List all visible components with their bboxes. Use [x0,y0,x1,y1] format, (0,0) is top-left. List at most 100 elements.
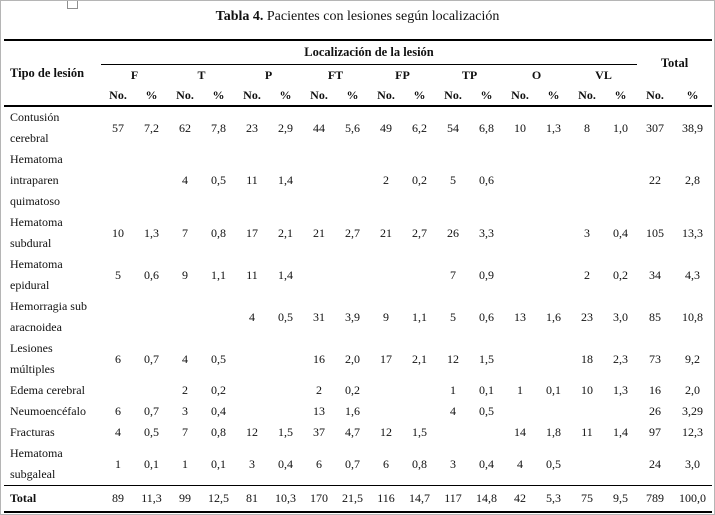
table-row: Hematoma intraparen quimatoso 4 0,5 11 1,4 2… [4,149,712,212]
value-cell: 2,7 [412,225,427,240]
value-cell: 7,2 [144,120,159,135]
value-cell [336,254,369,296]
value-cell: 6 [383,456,389,471]
value-cell [369,380,403,401]
header-tipo-de-lesion: Tipo de lesión [10,65,85,80]
header-total: Total [660,55,689,70]
lesion-type-cell: Edema cerebral [10,383,85,397]
value-cell: 0,5 [479,404,494,418]
value-cell: 2,7 [345,225,360,240]
value-cell: 42 [514,491,526,505]
lesions-table: Tipo de lesión Localización de la lesión… [4,39,713,513]
value-cell [537,212,570,254]
table-row: Contusión cerebral 57 7,2 62 7,8 23 2,9 44 5,6 4… [4,106,712,149]
value-cell: 62 [179,120,191,135]
value-cell: 0,5 [278,309,293,324]
value-cell: 2,8 [685,173,701,187]
subheader-total-pct: % [686,87,699,102]
value-cell: 0,1 [479,383,494,397]
value-cell: 21 [380,225,392,240]
value-cell: 18 [581,351,593,366]
value-cell: 6 [316,456,322,471]
value-cell: 16 [649,383,662,397]
value-cell: 12 [447,351,459,366]
value-cell: 0,7 [345,456,360,471]
value-cell: 0,2 [613,267,628,282]
value-cell: 2,3 [613,351,628,366]
value-cell: 22 [649,173,662,187]
value-cell [135,149,168,212]
value-cell: 1,4 [613,425,628,439]
value-cell: 12 [380,425,392,439]
value-cell: 10,3 [275,491,296,505]
group-header-f: F [130,67,139,82]
value-cell: 0,4 [278,456,293,471]
table-row: Total 89 11,3 99 12,5 81 10,3 170 21,5 116 14,7 11… [4,485,713,513]
value-cell: 44 [313,120,325,135]
table-row: Edema cerebral 2 0,2 2 0,2 1 0,1 1 0,1 10 1,3 16 2,… [4,380,712,401]
group-header-o: O [531,67,542,82]
value-cell: 5,6 [345,120,360,135]
value-cell: 7 [450,267,456,282]
value-cell: 73 [649,351,662,366]
value-cell: 4,3 [685,267,701,282]
value-cell [503,254,537,296]
value-cell: 1,5 [412,425,427,439]
value-cell [101,149,135,212]
value-cell: 5,3 [546,491,561,505]
table-select-checkbox[interactable] [67,1,78,9]
lesion-type-cell: Hematoma subdural [10,215,63,250]
value-cell: 170 [310,491,328,505]
value-cell: 3,0 [685,456,701,471]
value-cell [604,401,637,422]
value-cell: 0,5 [211,173,226,187]
value-cell: 0,6 [479,309,494,324]
value-cell: 0,5 [144,425,159,439]
value-cell: 12,3 [682,425,704,439]
value-cell: 14,8 [476,491,497,505]
value-cell: 34 [649,267,662,282]
value-cell [570,149,604,212]
value-cell: 9,5 [613,491,628,505]
value-cell: 5 [115,267,121,282]
header-localizacion: Localización de la lesión [101,40,638,65]
value-cell: 4 [182,173,188,187]
value-cell: 14 [514,425,526,439]
table-row: Fracturas 4 0,5 7 0,8 12 1,5 37 4,7 12 1,5 14 1,8 11… [4,422,712,443]
value-cell: 9,2 [685,351,701,366]
value-cell: 85 [649,309,662,324]
value-cell: 4,7 [345,425,360,439]
lesion-type-cell: Contusión cerebral [10,110,60,145]
table-body: Contusión cerebral 57 7,2 62 7,8 23 2,9 44 5,6 4… [4,106,713,513]
subheader-no: No. [511,87,529,102]
value-cell [202,296,235,338]
value-cell: 0,1 [211,456,226,471]
group-header-ft: FT [327,67,344,82]
value-cell [302,254,336,296]
value-cell [537,338,570,380]
value-cell: 4 [182,351,188,366]
value-cell: 9 [383,309,389,324]
group-header-vl: VL [595,67,612,82]
value-cell: 13 [313,404,325,418]
table-row: Hematoma subgaleal 1 0,1 1 0,1 3 0,4 6 0,7 6 0,8 3… [4,443,712,486]
value-cell [570,401,604,422]
value-cell [503,338,537,380]
value-cell: 0,9 [479,267,494,282]
value-cell: 11 [246,173,258,187]
value-cell [235,338,269,380]
value-cell [436,422,470,443]
value-cell [403,254,436,296]
subheader-pct: % [614,87,627,102]
lesion-type-cell: Hemorragia sub aracnoidea [10,299,87,334]
value-cell: 1,0 [613,120,628,135]
value-cell: 21,5 [342,491,363,505]
subheader-pct: % [346,87,359,102]
value-cell: 789 [646,491,665,505]
table-caption-number: Tabla 4. [215,9,264,24]
value-cell: 2,0 [345,351,360,366]
value-cell [604,443,637,486]
value-cell: 1,3 [546,120,561,135]
value-cell: 99 [179,491,191,505]
value-cell: 9 [182,267,188,282]
